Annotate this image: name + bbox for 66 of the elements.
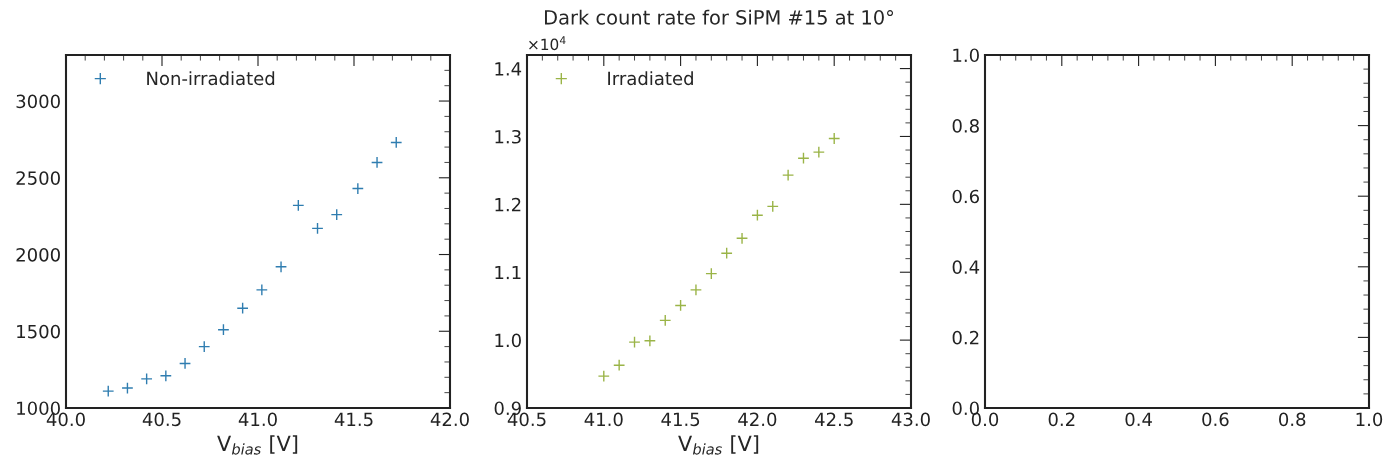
y-tick-label: 1.3: [495, 129, 521, 144]
point: [812, 146, 825, 159]
y-tick-label: 0.4: [952, 260, 980, 274]
y-tick-label: 0.8: [952, 119, 979, 133]
x-tick-label: 42.0: [738, 412, 777, 427]
legend-label: Irradiated: [608, 71, 693, 86]
point: [766, 200, 779, 213]
y-tick-label: 0.2: [952, 330, 979, 345]
point: [674, 299, 687, 312]
x-tick-label: 40.5: [142, 412, 181, 427]
point: [159, 369, 172, 382]
point: [217, 323, 230, 336]
point: [311, 222, 324, 235]
point: [705, 267, 718, 280]
x-tick-label: 1.0: [1356, 412, 1383, 427]
point: [720, 247, 733, 260]
y-tick-label: 1.4: [495, 62, 522, 76]
point: [274, 260, 288, 273]
x-tick-label: 0.6: [1202, 412, 1229, 427]
y-tick-label: 1.0: [953, 48, 979, 63]
y-tick-label: 2500: [16, 171, 60, 185]
x-tick-label: 0.8: [1279, 412, 1306, 427]
point: [140, 372, 153, 385]
x-tick-label: 41.5: [334, 412, 373, 427]
x-axis-title: V$_{bias}$ [V]: [678, 435, 759, 455]
point: [689, 283, 703, 296]
x-tick-label: 41.5: [661, 412, 700, 427]
y-tick-label: 0.6: [952, 189, 979, 204]
x-tick-label: 0.4: [1125, 412, 1152, 427]
x-axis-title: V$_{bias}$ [V]: [217, 435, 298, 455]
y-tick-label: 1.0: [495, 333, 521, 348]
point: [236, 302, 249, 315]
x-tick-label: 0.2: [1048, 412, 1075, 427]
point: [628, 336, 641, 349]
x-tick-label: 43.0: [891, 412, 930, 427]
point: [292, 199, 305, 212]
point: [370, 156, 384, 169]
x-tick-label: 41.0: [584, 412, 623, 427]
point: [797, 152, 810, 165]
point: [828, 132, 841, 145]
point: [255, 283, 268, 296]
point: [330, 208, 343, 221]
point: [613, 359, 626, 372]
y-tick-label: 3000: [16, 94, 60, 109]
point: [659, 314, 672, 327]
x-tick-label: 42.5: [814, 412, 853, 427]
y-tick-label: 1.1: [495, 265, 521, 280]
point: [643, 334, 656, 347]
y-tick-label: 1.2: [495, 197, 521, 212]
y-tick-label: 1500: [17, 324, 60, 339]
point: [735, 232, 749, 245]
text: ×10$^{4}$: [529, 36, 566, 51]
point: [351, 182, 364, 195]
point: [178, 357, 192, 370]
legend-label: Non-irradiated: [147, 71, 275, 86]
point: [751, 209, 764, 222]
point: [121, 381, 134, 395]
chart-title: Dark count rate for SiPM #15 at 10°: [545, 9, 894, 25]
point: [390, 136, 403, 149]
point: [198, 340, 211, 353]
point: [782, 169, 795, 182]
x-tick-label: 41.0: [238, 412, 277, 427]
x-tick-label: 42.0: [430, 412, 469, 427]
y-tick-label: 2000: [16, 247, 60, 262]
point: [102, 385, 115, 398]
point: [597, 370, 610, 383]
